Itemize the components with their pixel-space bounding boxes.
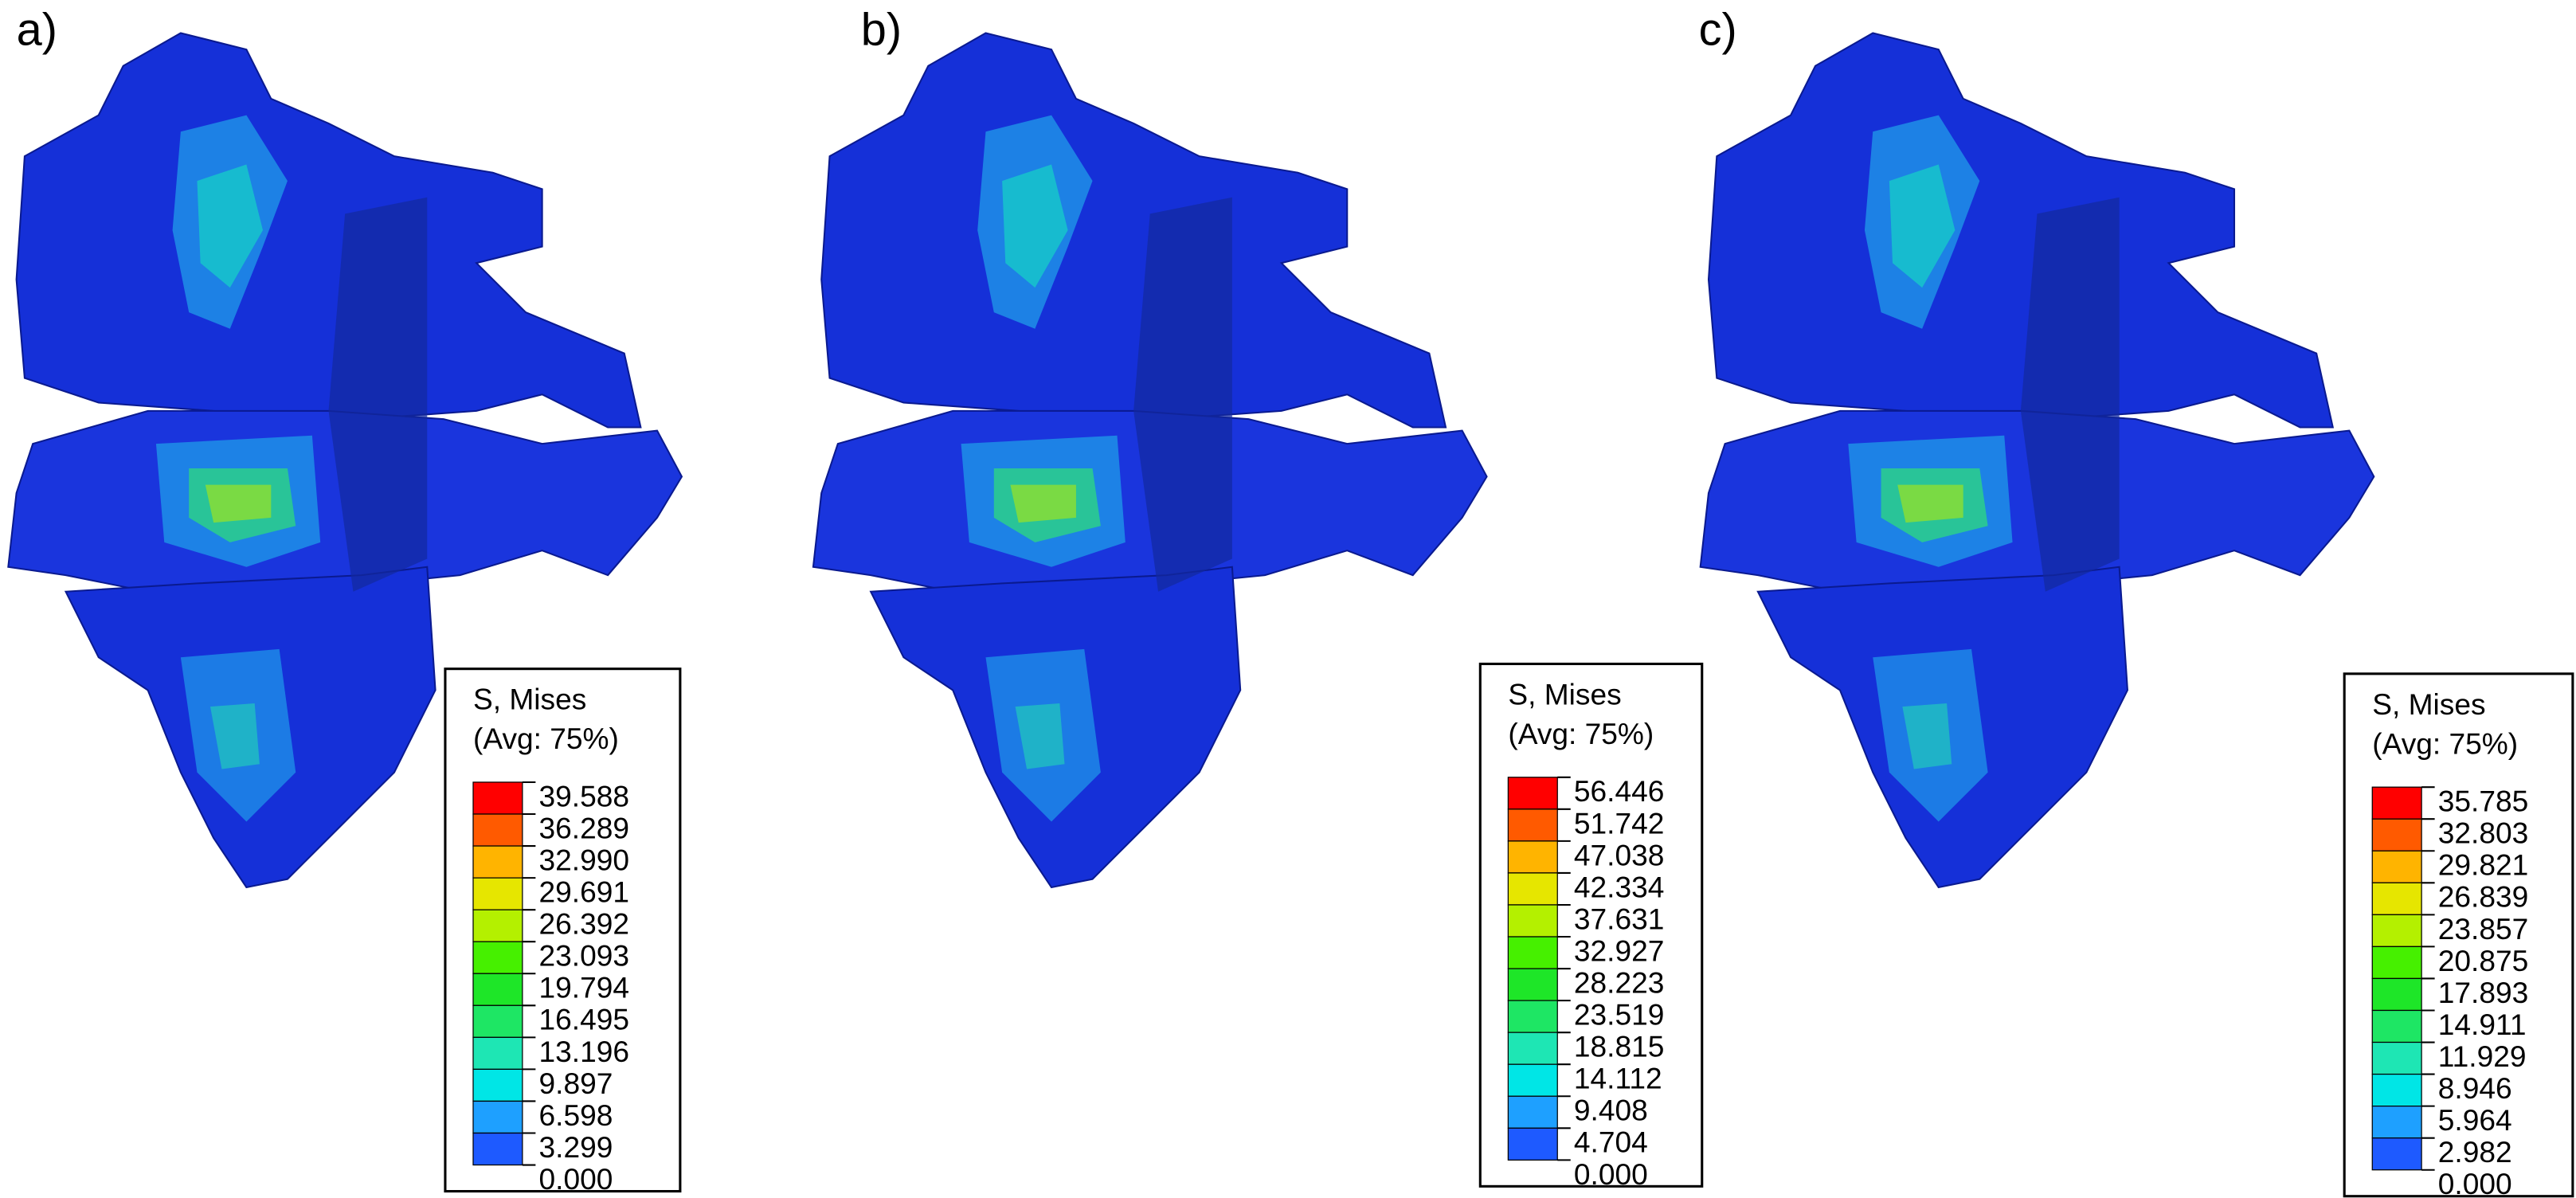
color-band xyxy=(472,1132,523,1166)
color-band xyxy=(1507,1000,1558,1033)
color-band xyxy=(2371,1009,2422,1043)
legend-value: 19.794 xyxy=(539,971,630,1004)
panel-label: c) xyxy=(1699,5,1737,56)
legend-value: 17.893 xyxy=(2438,976,2529,1009)
legend-value: 26.392 xyxy=(539,907,630,941)
legend: S, Mises (Avg: 75%) 35.78532.80329.82126.8… xyxy=(2343,672,2574,1198)
color-band xyxy=(2371,945,2422,980)
legend-value: 36.289 xyxy=(539,811,630,844)
color-band xyxy=(1507,936,1558,969)
legend-value: 0.000 xyxy=(2438,1167,2512,1198)
legend-value: 0.000 xyxy=(539,1162,613,1196)
legend-value: 0.000 xyxy=(1574,1157,1648,1191)
model-view xyxy=(812,32,1488,888)
color-band xyxy=(2371,1073,2422,1107)
color-band xyxy=(1507,777,1558,810)
legend-value: 32.803 xyxy=(2438,816,2529,850)
color-band xyxy=(1507,1127,1558,1161)
model-view xyxy=(1699,32,2375,888)
color-band xyxy=(472,1004,523,1038)
legend-subtitle: (Avg: 75%) xyxy=(473,722,619,755)
legend: S, Mises (Avg: 75%) 39.58836.28932.99029.6… xyxy=(444,668,682,1196)
color-band xyxy=(1507,904,1558,938)
legend-value: 20.875 xyxy=(2438,944,2529,977)
legend-value: 5.964 xyxy=(2438,1103,2512,1137)
color-band xyxy=(1507,808,1558,842)
color-band xyxy=(472,781,523,815)
legend-value: 28.223 xyxy=(1574,966,1665,1000)
color-band xyxy=(472,813,523,847)
legend-value: 39.588 xyxy=(539,779,630,812)
color-band xyxy=(2371,818,2422,852)
legend-value: 14.911 xyxy=(2438,1008,2527,1041)
color-band xyxy=(2371,1106,2422,1139)
legend-value: 32.990 xyxy=(539,844,630,877)
legend-title: S, Mises xyxy=(473,683,586,716)
color-band xyxy=(2371,977,2422,1012)
color-band xyxy=(1507,1063,1558,1097)
color-band xyxy=(2371,786,2422,820)
legend-value: 11.929 xyxy=(2438,1039,2527,1073)
color-band xyxy=(472,909,523,942)
legend-value: 4.704 xyxy=(1574,1126,1648,1159)
legend-value: 9.897 xyxy=(539,1067,613,1100)
color-band xyxy=(472,877,523,910)
color-band xyxy=(1507,872,1558,906)
color-band xyxy=(1507,1032,1558,1065)
color-band xyxy=(472,941,523,974)
legend-value: 6.598 xyxy=(539,1098,613,1132)
panel-label: a) xyxy=(17,5,57,56)
legend-value: 14.112 xyxy=(1574,1062,1662,1095)
color-band xyxy=(1507,1095,1558,1129)
color-band xyxy=(2371,1041,2422,1075)
color-band xyxy=(1507,968,1558,1001)
color-band xyxy=(2371,882,2422,915)
legend-value: 29.691 xyxy=(539,875,630,909)
color-band xyxy=(472,1100,523,1134)
panel: c) xyxy=(1699,5,2375,888)
legend-subtitle: (Avg: 75%) xyxy=(2372,726,2518,760)
color-band xyxy=(472,845,523,879)
legend-value: 47.038 xyxy=(1574,838,1665,871)
legend: S, Mises (Avg: 75%) 56.44651.74247.03842.3… xyxy=(1478,662,1704,1191)
panel: b) xyxy=(812,5,1488,888)
color-band xyxy=(472,1036,523,1071)
legend-value: 51.742 xyxy=(1574,806,1665,840)
legend-title: S, Mises xyxy=(1508,678,1621,711)
legend-value: 37.631 xyxy=(1574,902,1665,935)
legend-value: 9.408 xyxy=(1574,1094,1648,1127)
color-band xyxy=(1507,840,1558,874)
legend-value: 2.982 xyxy=(2438,1135,2512,1169)
legend-value: 32.927 xyxy=(1574,934,1665,967)
legend-value: 16.495 xyxy=(539,1003,630,1036)
legend-value: 56.446 xyxy=(1574,774,1665,808)
legend-value: 35.785 xyxy=(2438,785,2529,818)
legend-value: 23.519 xyxy=(1574,998,1665,1032)
color-band xyxy=(2371,1137,2422,1171)
legend-value: 8.946 xyxy=(2438,1071,2512,1105)
legend-value: 18.815 xyxy=(1574,1030,1665,1063)
panel: a) xyxy=(7,5,683,888)
legend-value: 3.299 xyxy=(539,1130,613,1164)
color-band xyxy=(472,973,523,1006)
legend-value: 29.821 xyxy=(2438,848,2529,882)
legend-value: 42.334 xyxy=(1574,870,1665,903)
color-band xyxy=(472,1068,523,1102)
color-band xyxy=(2371,914,2422,948)
legend-value: 23.093 xyxy=(539,939,630,973)
legend-value: 26.839 xyxy=(2438,880,2529,914)
legend-subtitle: (Avg: 75%) xyxy=(1508,717,1654,750)
legend-title: S, Mises xyxy=(2372,687,2485,721)
panel-label: b) xyxy=(861,5,902,56)
legend-value: 23.857 xyxy=(2438,912,2529,945)
color-band xyxy=(2371,850,2422,883)
legend-value: 13.196 xyxy=(539,1035,630,1068)
